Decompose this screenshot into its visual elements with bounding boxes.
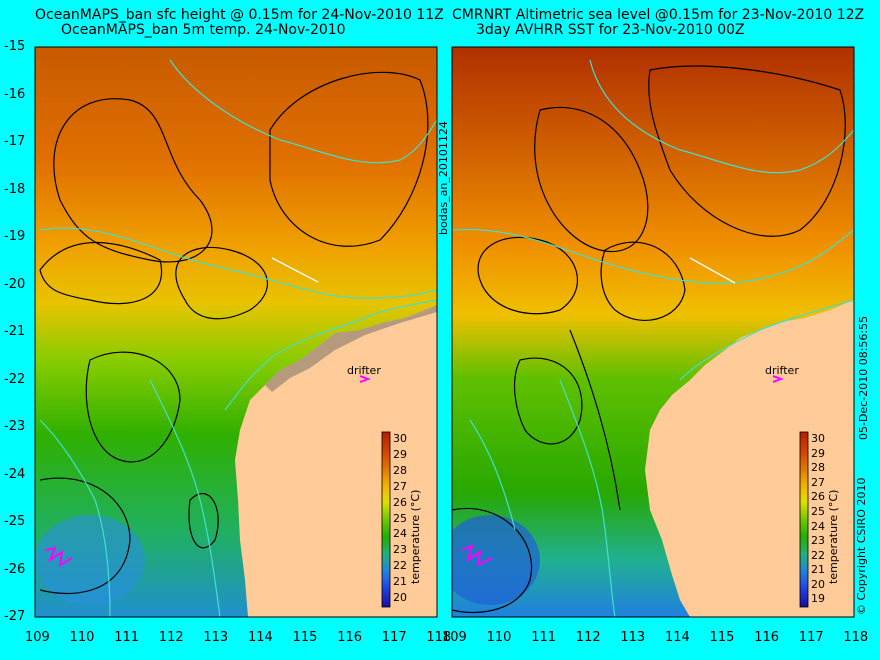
colorbar-tick-label: 22 xyxy=(811,548,825,562)
lon-tick-label: 111 xyxy=(531,630,557,645)
colorbar-tick-label: 24 xyxy=(393,527,407,541)
lat-tick-label: -27 xyxy=(4,609,26,624)
colorbar-tick-label: 28 xyxy=(811,461,825,475)
left-side-label: bodas_an_20101124 xyxy=(437,121,450,235)
colorbar-tick-label: 21 xyxy=(811,563,825,577)
lon-tick-label: 113 xyxy=(620,630,646,645)
lon-tick-label: 109 xyxy=(442,630,467,645)
colorbar-tick-label: 27 xyxy=(811,475,825,489)
colorbar-tick-label: 24 xyxy=(811,519,825,533)
left-cool-eddy xyxy=(35,515,145,605)
lon-tick-label: 115 xyxy=(709,630,735,645)
colorbar-tick-label: 28 xyxy=(393,463,407,477)
colorbar-tick-label: 25 xyxy=(393,511,407,525)
lon-tick-label: 117 xyxy=(381,630,407,645)
colorbar-tick-label: 20 xyxy=(811,577,825,591)
colorbar-tick-label: 19 xyxy=(811,592,825,606)
colorbar-tick-label: 26 xyxy=(811,490,825,504)
right-eddy-drifter-track xyxy=(461,544,493,567)
colorbar-tick-label: 25 xyxy=(811,504,825,518)
right-map-border xyxy=(451,46,855,618)
lat-tick-label: -15 xyxy=(4,39,26,54)
lat-tick-label: -18 xyxy=(4,181,26,197)
copyright-label: © Copyright CSIRO 2010 xyxy=(855,477,868,615)
lon-tick-label: 111 xyxy=(114,630,140,645)
colorbar-tick-label: 20 xyxy=(393,591,407,605)
right-drifter-track xyxy=(772,375,784,383)
left-drifter-track xyxy=(359,375,371,383)
left-height-contours xyxy=(39,71,429,595)
colorbar-tick-label: 30 xyxy=(393,432,407,445)
left-map-border xyxy=(34,46,438,618)
right-isobaths xyxy=(452,59,854,617)
left-title-line2: OceanMAPS_ban 5m temp. 24-Nov-2010 xyxy=(61,22,346,38)
lon-tick-label: 115 xyxy=(292,630,318,645)
colorbar-tick-label: 23 xyxy=(393,543,407,557)
left-isobaths xyxy=(39,59,437,617)
right-title-line2: 3day AVHRR SST for 23-Nov-2010 00Z xyxy=(476,22,745,38)
lat-tick-label: -26 xyxy=(4,561,26,577)
lat-tick-label: -25 xyxy=(4,514,26,529)
colorbar-tick-label: 29 xyxy=(393,447,407,461)
right-height-contours xyxy=(452,65,846,614)
lon-tick-label: 116 xyxy=(337,630,363,645)
right-side-label: 05-Dec-2010 08:56:55 xyxy=(857,315,870,440)
lon-tick-label: 113 xyxy=(203,630,229,645)
lon-tick-label: 109 xyxy=(25,630,50,645)
lat-tick-label: -21 xyxy=(4,324,26,339)
lat-tick-label: -22 xyxy=(4,371,26,387)
lon-tick-label: 114 xyxy=(248,630,273,645)
lat-tick-label: -16 xyxy=(4,86,26,102)
right-colorbar xyxy=(799,431,809,608)
colorbar-tick-label: 27 xyxy=(393,479,407,493)
colorbar-tick-label: 21 xyxy=(393,575,407,589)
right-title-line1: CMRNRT Altimetric sea level @0.15m for 2… xyxy=(452,7,865,23)
colorbar-tick-label: 30 xyxy=(811,432,825,445)
lon-tick-label: 114 xyxy=(665,630,690,645)
right-drifter-label: drifter xyxy=(765,364,799,377)
lat-tick-label: -23 xyxy=(4,419,26,434)
lat-tick-label: -17 xyxy=(4,134,26,149)
right-colorbar-label: temperature (°C) xyxy=(827,489,840,584)
lat-tick-label: -19 xyxy=(4,229,26,244)
colorbar-tick-label: 22 xyxy=(393,559,407,573)
lon-tick-label: 117 xyxy=(798,630,824,645)
drifter-marks xyxy=(44,375,784,567)
lon-tick-label: 118 xyxy=(843,630,869,645)
lat-tick-label: -20 xyxy=(4,276,26,292)
left-drifter-label: drifter xyxy=(347,364,381,377)
lat-tick-label: -24 xyxy=(4,466,26,482)
colorbar-tick-label: 23 xyxy=(811,534,825,548)
left-title-line1: OceanMAPS_ban sfc height @ 0.15m for 24-… xyxy=(35,7,444,23)
colorbar-tick-label: 26 xyxy=(393,495,407,509)
lon-tick-label: 112 xyxy=(158,630,184,645)
lon-tick-label: 118 xyxy=(426,630,452,645)
right-cool-eddy xyxy=(452,515,540,605)
left-colorbar-label: temperature (°C) xyxy=(409,489,422,584)
left-map-panel xyxy=(35,47,437,617)
left-transect-line xyxy=(271,257,319,283)
left-colorbar xyxy=(381,431,391,608)
lon-tick-label: 110 xyxy=(69,630,95,645)
left-eddy-drifter-track xyxy=(44,546,73,567)
lon-tick-label: 112 xyxy=(575,630,601,645)
right-map-panel xyxy=(452,47,854,617)
left-coastal-shelf xyxy=(265,305,437,392)
colorbar-tick-label: 29 xyxy=(811,446,825,460)
right-transect-line xyxy=(689,257,736,284)
lon-tick-label: 116 xyxy=(754,630,780,645)
lon-tick-label: 110 xyxy=(486,630,512,645)
